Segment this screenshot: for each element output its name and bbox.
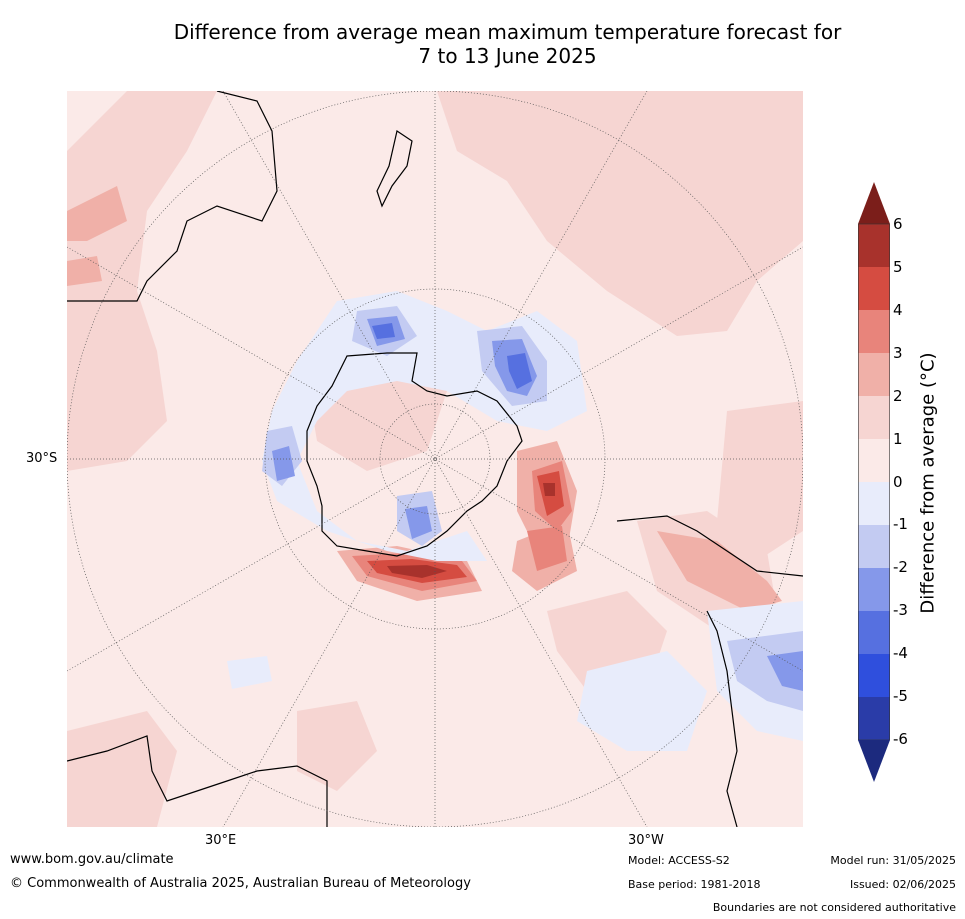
map-svg <box>67 91 803 827</box>
australia-coast <box>67 91 278 302</box>
anomaly-minus-2-to-minus-3-regions <box>272 316 803 691</box>
colorbar-segment <box>858 310 890 354</box>
colorbar-title: Difference from average (°C) <box>917 352 939 614</box>
colorbar-segment <box>858 611 890 655</box>
colorbar-segment <box>858 568 890 612</box>
longitude-label-east: 30°E <box>205 833 237 848</box>
colorbar-tick: -5 <box>893 687 908 705</box>
colorbar-tick: 3 <box>893 344 903 362</box>
colorbar-tick: 5 <box>893 258 903 276</box>
coastlines <box>67 91 803 827</box>
colorbar-segments <box>858 223 890 741</box>
new-zealand-coast <box>376 130 413 208</box>
colorbar-tick: 2 <box>893 387 903 405</box>
antarctica-coast <box>306 352 523 557</box>
anomaly-5-to-6-regions <box>387 483 555 578</box>
map-title: Difference from average mean maximum tem… <box>60 20 955 68</box>
colorbar-segment <box>858 697 890 741</box>
colorbar-segment <box>858 224 890 268</box>
colorbar-tick: -6 <box>893 730 908 748</box>
model-text: Model: ACCESS-S2 <box>628 854 730 867</box>
issued-text: Issued: 02/06/2025 <box>849 878 956 891</box>
latitude-label: 30°S <box>26 451 58 466</box>
colorbar-segment <box>858 353 890 397</box>
anomaly-minus-3-to-minus-4-regions <box>372 323 532 389</box>
colorbar-segment <box>858 482 890 526</box>
colorbar-segment <box>858 654 890 698</box>
graticule <box>67 91 803 827</box>
title-line-2: 7 to 13 June 2025 <box>418 44 597 68</box>
colorbar-tick: 0 <box>893 473 903 491</box>
longitude-label-west: 30°W <box>628 833 664 848</box>
colorbar-tick: 1 <box>893 430 903 448</box>
colorbar-tick: 6 <box>893 215 903 233</box>
colorbar-segment <box>858 396 890 440</box>
africa-coast <box>67 735 328 827</box>
title-line-1: Difference from average mean maximum tem… <box>173 20 842 44</box>
colorbar-segment <box>858 439 890 483</box>
website-link[interactable]: www.bom.gov.au/climate <box>10 852 174 867</box>
disclaimer-text: Boundaries are not considered authoritat… <box>712 901 956 914</box>
colorbar-segment <box>858 525 890 569</box>
colorbar-tick: -1 <box>893 515 908 533</box>
temperature-anomaly-map <box>67 91 803 827</box>
colorbar-tick: -3 <box>893 601 908 619</box>
model-run-text: Model run: 31/05/2025 <box>830 854 956 867</box>
colorbar-tick: -2 <box>893 558 908 576</box>
colorbar-segment <box>858 267 890 311</box>
colorbar <box>858 182 890 782</box>
colorbar-bottom-arrow <box>858 740 890 782</box>
south-america-coast <box>616 515 803 827</box>
copyright-text: © Commonwealth of Australia 2025, Austra… <box>10 876 471 891</box>
colorbar-top-arrow <box>858 182 890 224</box>
colorbar-tick: -4 <box>893 644 908 662</box>
base-period-text: Base period: 1981-2018 <box>628 878 761 891</box>
colorbar-tick: 4 <box>893 301 903 319</box>
